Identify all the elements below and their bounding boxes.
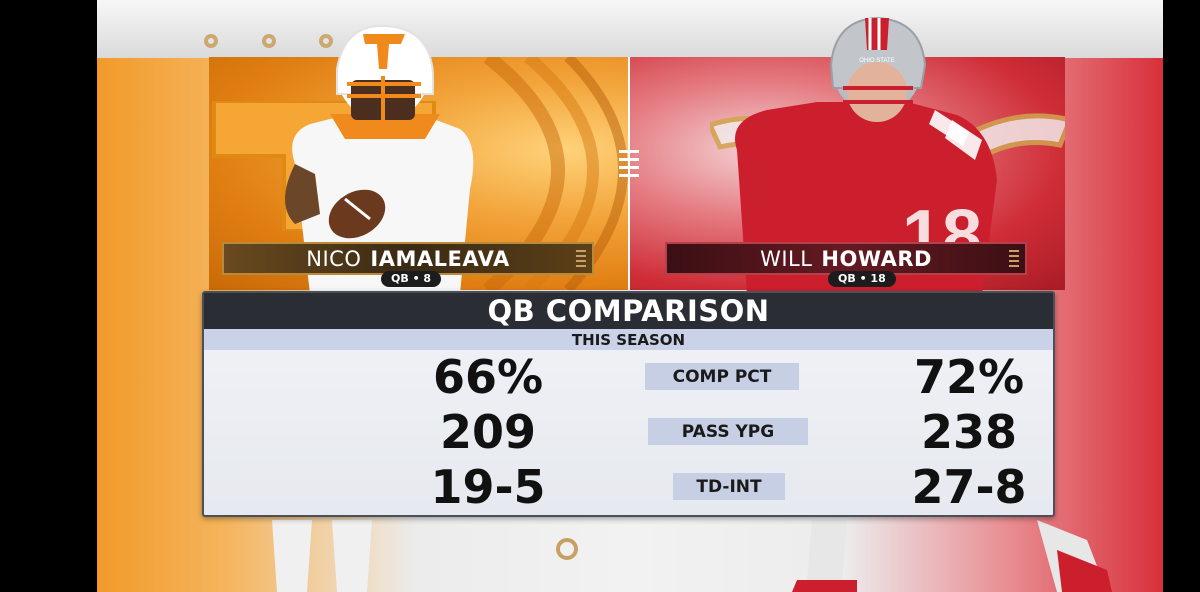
left-player-position-badge: QB • 8 xyxy=(381,271,442,287)
right-stat-value: 238 xyxy=(920,405,1018,459)
left-stat-value: 209 xyxy=(439,405,537,459)
broadcast-graphic: VOLS 18 OHIO STATE NICO IAMALEAVA QB • 8… xyxy=(97,0,1163,592)
comparison-title: QB COMPARISON xyxy=(204,293,1053,329)
right-player-legs xyxy=(792,520,1112,592)
right-stat-value: 27-8 xyxy=(911,460,1027,514)
helmet-text: OHIO STATE xyxy=(859,58,894,64)
decor-ring xyxy=(262,34,276,48)
stat-label: PASS YPG xyxy=(648,418,808,445)
nameplate-deco xyxy=(1009,250,1019,270)
nameplate-deco xyxy=(576,250,586,270)
left-player-last-name: IAMALEAVA xyxy=(370,246,510,271)
right-player-first-name: WILL xyxy=(760,246,813,271)
right-player-last-name: HOWARD xyxy=(821,246,932,271)
left-player-first-name: NICO xyxy=(306,246,362,271)
divider-ticks xyxy=(619,150,639,180)
right-player-position-badge: QB • 18 xyxy=(828,271,896,287)
center-divider xyxy=(628,57,630,290)
decor-ring xyxy=(556,538,578,560)
stat-label: COMP PCT xyxy=(645,363,799,390)
left-stat-value: 19-5 xyxy=(430,460,546,514)
left-stat-value: 66% xyxy=(432,350,544,404)
decor-ring xyxy=(319,34,333,48)
top-band xyxy=(97,0,1163,58)
left-player-legs xyxy=(272,520,372,592)
qb-comparison-card: QB COMPARISON THIS SEASON 66% COMP PCT 7… xyxy=(202,291,1055,517)
stat-label: TD-INT xyxy=(673,473,785,500)
stat-row-comp-pct: 66% COMP PCT 72% xyxy=(204,352,1053,402)
decor-ring xyxy=(204,34,218,48)
right-stat-value: 72% xyxy=(913,350,1025,404)
helmet-text: VOLS xyxy=(371,130,395,140)
stat-row-pass-ypg: 209 PASS YPG 238 xyxy=(204,407,1053,457)
comparison-subtitle: THIS SEASON xyxy=(204,329,1053,350)
stat-row-td-int: 19-5 TD-INT 27-8 xyxy=(204,462,1053,512)
